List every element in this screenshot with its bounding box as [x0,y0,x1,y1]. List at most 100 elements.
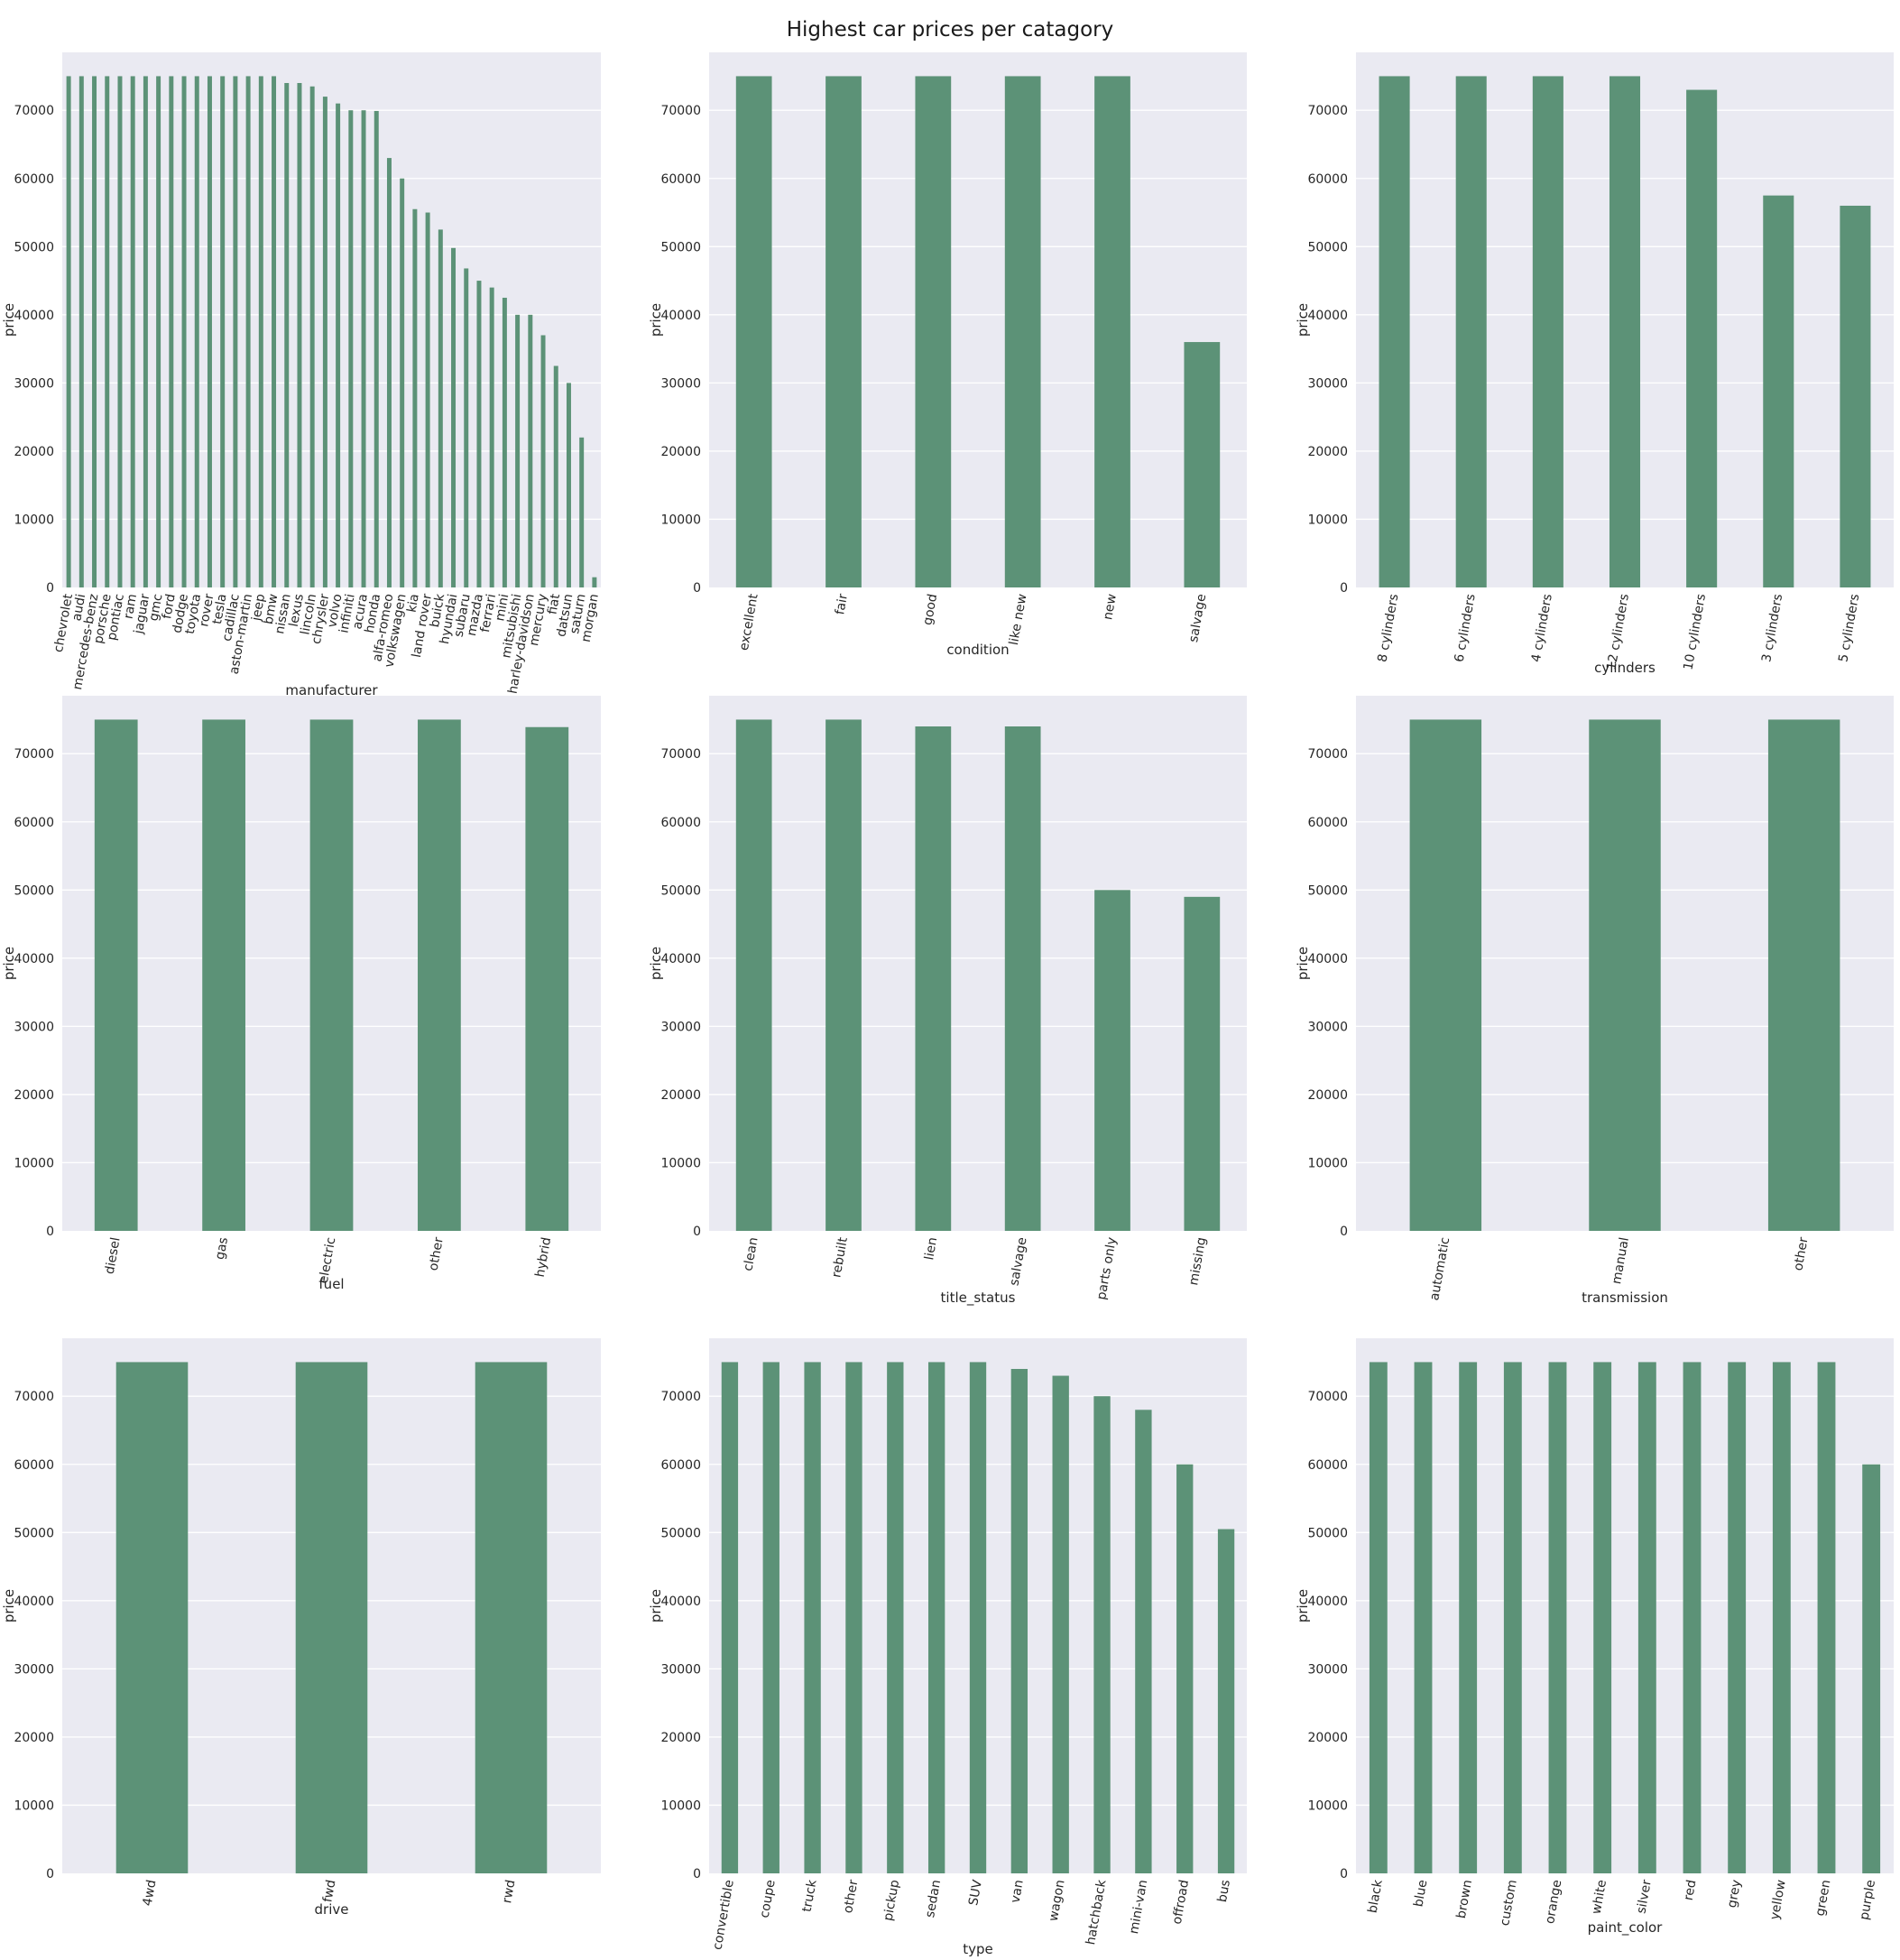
x-tick-label: other [427,1236,447,1272]
bar [592,577,597,587]
bar [1093,1396,1111,1873]
y-tick-label: 60000 [14,1458,54,1473]
x-tick-label: gmc [147,593,166,623]
bar [1379,76,1410,587]
y-tick-label: 20000 [14,1731,54,1745]
x-tick-label: rebuilt [829,1235,851,1279]
x-axis-label: transmission [1582,1290,1668,1306]
bar [258,76,263,587]
chart-panel-type: 0 10000 20000 30000 40000 50000 60000 70000 conv… [648,1338,1247,1957]
x-tick-label: white [1590,1879,1609,1916]
x-tick-label: pickup [881,1879,903,1922]
x-tick-label: fair [833,593,851,616]
y-axis-label: price [648,1589,664,1623]
bar [297,82,302,587]
y-tick-label: 60000 [14,816,54,830]
bar [804,1362,821,1873]
bar [284,82,290,587]
y-tick-label: 10000 [660,1798,701,1813]
x-axis-label: cylinders [1594,660,1656,676]
bar [374,110,379,588]
x-tick-label: automatic [1427,1236,1453,1302]
bar [579,437,585,587]
x-tick-label: volvo [325,593,345,629]
bar [525,726,569,1231]
x-tick-label: silver [1634,1879,1654,1915]
y-tick-label: 70000 [14,1390,54,1404]
x-tick-label: toyota [183,593,205,635]
y-tick-label: 50000 [660,240,701,254]
bar [386,158,392,587]
y-tick-label: 60000 [1307,172,1348,187]
y-tick-label: 0 [693,1225,701,1239]
y-tick-label: 0 [46,1867,54,1881]
y-tick-label: 0 [693,581,701,596]
x-tick-label: dodge [171,593,191,634]
x-axis-label: type [963,1941,993,1957]
bar [233,76,238,587]
y-tick-label: 50000 [660,883,701,898]
x-tick-label: audi [69,593,88,623]
x-tick-label: truck [800,1878,820,1913]
bar [156,76,161,587]
bar [475,1362,548,1873]
y-tick-label: 70000 [14,104,54,118]
y-tick-label: 10000 [1307,513,1348,527]
y-tick-label: 0 [1340,581,1348,596]
x-tick-label: missing [1186,1236,1209,1287]
y-axis-label: price [1,947,17,980]
bar [1589,719,1661,1231]
x-tick-label: blue [1411,1879,1430,1909]
x-tick-label: diesel [103,1236,124,1275]
x-tick-label: clean [741,1236,761,1272]
y-tick-label: 0 [1340,1867,1348,1881]
plot-area [62,52,601,587]
bar [361,110,366,587]
bar [105,76,110,587]
y-tick-label: 70000 [660,104,701,118]
y-tick-label: 0 [46,1225,54,1239]
y-tick-label: 40000 [14,309,54,323]
plot-area [1356,1338,1894,1873]
x-tick-label: nissan [272,593,294,635]
bar [336,103,341,587]
y-axis-label: price [648,303,664,337]
bar [1455,76,1487,587]
y-tick-label: 60000 [1307,1458,1348,1473]
x-tick-label: black [1366,1878,1386,1914]
x-tick-label: purple [1858,1879,1879,1921]
bar [927,1362,945,1873]
bar [1184,342,1221,587]
x-tick-label: 6 cylinders [1453,593,1479,663]
bar [92,76,97,587]
y-tick-label: 10000 [14,1798,54,1813]
x-axis-label: paint_color [1588,1919,1664,1937]
y-tick-label: 40000 [660,952,701,966]
bar [515,314,521,587]
y-tick-label: 50000 [660,1526,701,1540]
bar [418,719,461,1231]
x-tick-label: lien [922,1236,940,1262]
y-tick-label: 20000 [1307,1088,1348,1103]
bar [1094,890,1130,1231]
x-tick-label: salvage [1007,1236,1029,1287]
x-tick-label: green [1813,1879,1834,1918]
y-axis-label: price [1295,303,1311,337]
x-tick-label: ferrari [478,593,499,633]
y-tick-label: 60000 [14,172,54,187]
x-tick-label: mini-van [1127,1879,1150,1936]
bar [348,110,354,587]
x-tick-label: other [1791,1236,1811,1272]
x-axis-label: drive [315,1901,349,1918]
y-tick-label: 10000 [660,513,701,527]
x-tick-label: custom [1498,1879,1520,1928]
y-tick-label: 50000 [14,883,54,898]
bar [143,76,148,587]
y-tick-label: 30000 [1307,1662,1348,1677]
x-tick-label: 8 cylinders [1375,593,1401,663]
bar [309,719,354,1231]
y-tick-label: 20000 [14,445,54,459]
bar [969,1362,987,1873]
y-tick-label: 20000 [14,1088,54,1103]
